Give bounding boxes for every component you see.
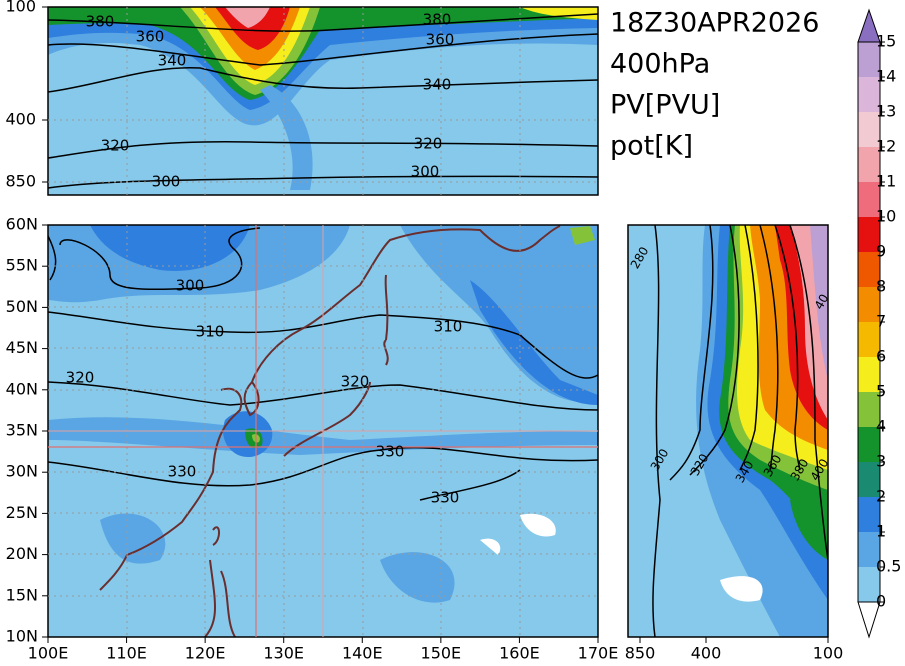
colorbar-segment	[858, 427, 880, 462]
lat-tick-label: 25N	[6, 503, 38, 522]
colorbar-label: 6	[876, 347, 886, 366]
colorbar-segment	[858, 357, 880, 392]
side-field	[628, 225, 828, 637]
lon-tick-label: 150E	[421, 644, 462, 663]
title-line: 400hPa	[610, 49, 710, 80]
colorbar-segment	[858, 532, 880, 567]
colorbar-segment	[858, 182, 880, 217]
lon-tick-label: 160E	[499, 644, 540, 663]
lat-tick-label: 60N	[6, 215, 38, 234]
colorbar-segment	[858, 462, 880, 497]
contour-label: 310	[434, 318, 463, 336]
colorbar-label: 14	[876, 67, 896, 86]
colorbar-segment	[858, 252, 880, 287]
contour-label: 330	[376, 443, 405, 461]
contour-label: 310	[196, 323, 225, 341]
y-tick-label: 850	[5, 172, 36, 191]
contour-label: 330	[168, 463, 197, 481]
title-line: pot[K]	[610, 131, 693, 162]
section-lines-alt	[48, 225, 598, 637]
contour-label: 330	[431, 489, 460, 507]
contour-label: 300	[176, 277, 205, 295]
colorbar-label: 4	[876, 417, 886, 436]
colorbar-label: 13	[876, 102, 896, 121]
title-line: PV[PVU]	[610, 90, 720, 121]
colorbar-label: 9	[876, 242, 886, 261]
contour-label: 380	[423, 11, 452, 29]
colorbar-label: 1	[876, 522, 886, 541]
contour-label: 360	[426, 31, 455, 49]
contour-label: 340	[423, 76, 452, 94]
lat-tick-label: 55N	[6, 256, 38, 275]
side-tick-label: 400	[691, 644, 722, 663]
lon-tick-label: 120E	[185, 644, 226, 663]
contour-label: 320	[341, 373, 370, 391]
lat-tick-label: 40N	[6, 379, 38, 398]
colorbar-segment	[858, 567, 880, 602]
colorbar-label: 7	[876, 312, 886, 331]
contour-label: 320	[66, 369, 95, 387]
colorbar-label: 12	[876, 137, 896, 156]
lat-tick-label: 35N	[6, 421, 38, 440]
lon-tick-label: 140E	[342, 644, 383, 663]
colorbar-segment	[858, 392, 880, 427]
colorbar-segment	[858, 287, 880, 322]
top-field	[48, 7, 598, 195]
colorbar-segment	[858, 112, 880, 147]
contour-label: 300	[411, 163, 440, 181]
contour-label: 320	[101, 137, 130, 155]
colorbar-segment	[858, 217, 880, 252]
side-tick-label: 100	[813, 644, 844, 663]
side-frame	[627, 224, 829, 638]
contour-label: 380	[86, 13, 115, 31]
contour-label: 360	[136, 28, 165, 46]
side-tick-label: 850	[625, 644, 656, 663]
colorbar-segment	[858, 322, 880, 357]
top-frame	[47, 6, 599, 196]
colorbar-label: 2	[876, 487, 886, 506]
lat-tick-label: 50N	[6, 297, 38, 316]
contour-label: 40	[812, 292, 832, 312]
colorbar-label: 8	[876, 277, 886, 296]
contour-label: 320	[414, 135, 443, 153]
colorbar-label: 11	[876, 172, 896, 191]
colorbar-segment	[858, 147, 880, 182]
colorbar-label: 10	[876, 207, 896, 226]
colorbar-label: 0	[876, 592, 886, 611]
colorbar-segment	[858, 42, 880, 77]
lat-tick-label: 20N	[6, 544, 38, 563]
colorbar-label: 3	[876, 452, 886, 471]
lat-tick-label: 45N	[6, 338, 38, 357]
lon-tick-label: 100E	[28, 644, 69, 663]
y-tick-label: 400	[5, 110, 36, 129]
colorbar-segment	[858, 77, 880, 112]
labels: 18Z30APR2026 400hPa PV[PVU] pot[K] 100 400 850…	[5, 0, 844, 663]
colorbar-label: 15	[876, 32, 896, 51]
lat-tick-label: 30N	[6, 462, 38, 481]
lon-tick-label: 130E	[263, 644, 304, 663]
lat-tick-label: 15N	[6, 585, 38, 604]
contour-label: 340	[158, 52, 187, 70]
contour-label: 300	[152, 173, 181, 191]
lon-tick-label: 110E	[106, 644, 147, 663]
lat-tick-label: 10N	[6, 627, 38, 646]
colorbar-label: 0.5	[876, 557, 901, 576]
title-line: 18Z30APR2026	[610, 8, 819, 39]
colorbar-label: 5	[876, 382, 886, 401]
colorbar-segment	[858, 497, 880, 532]
y-tick-label: 100	[5, 0, 36, 16]
lon-tick-label: 170E	[578, 644, 619, 663]
